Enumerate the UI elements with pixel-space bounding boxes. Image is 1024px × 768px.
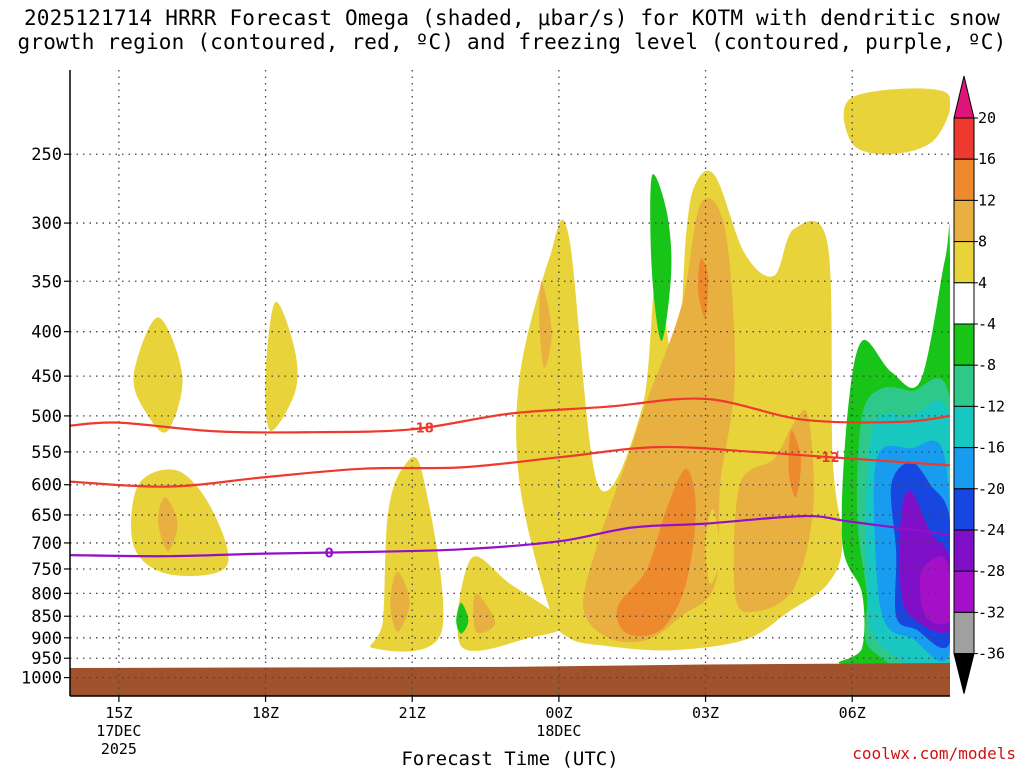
colorbar-swatch [953,199,975,243]
omega-region [539,281,552,368]
colorbar-bottom-arrow [953,653,975,694]
y-tick-label: 850 [31,607,62,627]
omega-region [919,556,950,625]
colorbar-label: -28 [978,562,1005,580]
colorbar-swatch [953,405,975,449]
y-tick-label: 250 [31,145,62,165]
colorbar-swatch [953,282,975,325]
colorbar-label: -32 [978,603,1005,621]
omega-region [265,301,298,431]
chart-title: 2025121714 HRRR Forecast Omega (shaded, … [0,6,1024,54]
terrain-fill [70,663,950,696]
omega-shading-layer [131,88,950,695]
omega-region [370,456,444,652]
colorbar-label: -24 [978,521,1005,539]
x-tick-label: 03Z [692,704,719,722]
contour-layer: -18 -12 0 [70,397,950,562]
omega-region [843,88,950,155]
colorbar-label: -20 [978,480,1005,498]
colorbar-label: -36 [978,645,1005,663]
x-tick-label: 18Z [252,704,279,722]
omega-region [616,468,696,637]
colorbar-swatch [953,529,975,572]
colorbar-swatch [953,447,975,490]
y-tick-label: 600 [31,476,62,496]
x-tick-label: 06Z [839,704,866,722]
y-tick-label: 400 [31,323,62,343]
contour-label: 0 [325,547,334,562]
y-tick-label: 800 [31,584,62,604]
y-tick-label: 350 [31,272,62,292]
credit-link[interactable]: coolwx.com/models [852,744,1016,763]
colorbar-swatch [953,241,975,284]
y-tick-label: 500 [31,407,62,427]
y-tick-label: 950 [31,649,62,669]
colorbar-swatch [953,488,975,531]
colorbar-label: 4 [978,274,987,292]
colorbar-label: -12 [978,397,1005,415]
colorbar-swatch [953,117,975,160]
y-tick-label: 300 [31,214,62,234]
colorbar-label: -16 [978,439,1005,457]
chart-title-line1: 2025121714 HRRR Forecast Omega (shaded, … [23,6,1001,30]
omega-region [650,174,672,341]
colorbar-top-arrow [953,75,975,119]
colorbar-swatch [953,570,975,613]
colorbar: 20 16 12 8 4 -4 -8 -12 -16 -20 -24 -28 -32 -36 [953,75,1005,694]
colorbar-label: 20 [978,109,996,127]
contour-line [70,514,950,558]
y-tick-label: 450 [31,367,62,387]
y-tick-label: 750 [31,560,62,580]
chart-title-line2: growth region (contoured, red, ºC) and f… [17,30,1007,54]
colorbar-swatch [953,364,975,407]
terrain-layer [70,663,950,696]
omega-region [157,497,178,551]
y-tick-label: 650 [31,506,62,526]
y-tick-label: 700 [31,534,62,554]
colorbar-label: -8 [978,356,996,374]
contour-line [70,445,950,488]
x-tick-label: 21Z [399,704,426,722]
x-tick-label: 2025 [101,740,137,758]
colorbar-label: 16 [978,150,996,168]
omega-region [583,198,735,643]
x-tick-label: 18DEC [536,722,581,740]
omega-region [131,469,229,577]
y-tick-label: 900 [31,629,62,649]
grid-layer [70,70,950,696]
y-tick-label: 1000 [21,669,62,689]
y-tick-label: 550 [31,443,62,463]
x-tick-label: 15Z [105,704,132,722]
omega-region [788,430,802,498]
contour-line [70,397,950,434]
contour-label: -18 [410,422,434,437]
colorbar-swatch [953,323,975,366]
x-tick-label: 17DEC [96,722,141,740]
x-axis-label: Forecast Time (UTC) [401,748,618,768]
x-tick-label: 00Z [545,704,572,722]
contour-label: -12 [816,451,840,466]
omega-region [705,509,721,584]
omega-region [133,317,183,433]
colorbar-label: 12 [978,191,996,209]
colorbar-swatch [953,611,975,655]
colorbar-label: -4 [978,315,996,333]
omega-region [697,258,709,318]
colorbar-label: 8 [978,233,987,251]
omega-region [473,593,496,634]
omega-region [456,602,469,634]
axis-layer: 2503003504004505005506006507007508008509… [21,70,950,758]
colorbar-swatch [953,158,975,201]
